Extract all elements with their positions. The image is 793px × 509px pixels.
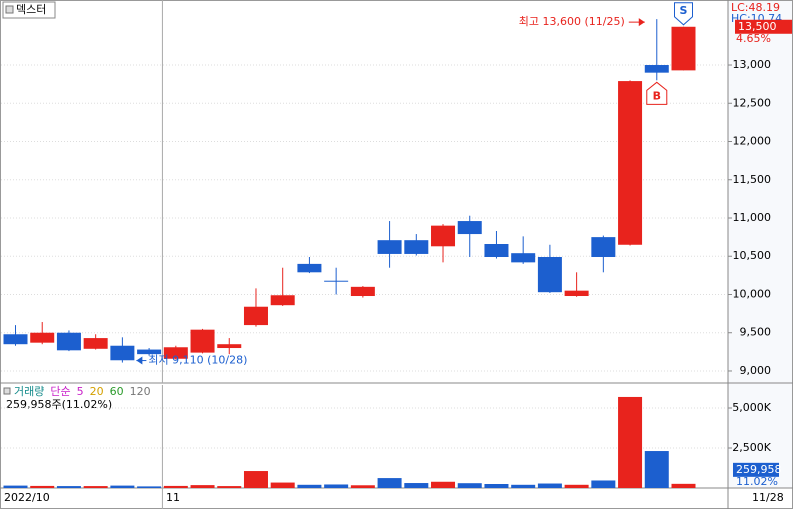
volume-bar [618, 396, 643, 488]
volume-bar [484, 483, 509, 488]
chart-title: 덱스터 [16, 3, 46, 16]
volume-bar [83, 486, 108, 488]
volume-bar [457, 483, 482, 488]
last-volume-label: 259,958 [736, 463, 782, 476]
legend-entry: 60 [110, 385, 124, 398]
candle-body [564, 290, 589, 297]
volume-bar [431, 481, 456, 488]
y-tick-label: 11,500 [733, 173, 772, 186]
y-tick-label: 10,000 [733, 287, 772, 300]
candle-body [190, 329, 215, 353]
right-axis-bg [728, 1, 792, 488]
volume-bar [537, 483, 562, 488]
candle-body [3, 334, 28, 345]
volume-icon [3, 387, 11, 395]
candle-body [591, 237, 616, 258]
candle-body [270, 295, 295, 306]
y-tick-label: 9,500 [740, 326, 772, 339]
y-tick-label: 12,000 [733, 135, 772, 148]
y-tick-label: 5,000K [732, 401, 771, 414]
last-value-label: 13,500 [738, 20, 777, 33]
x-tick-label: 11 [166, 491, 180, 504]
title-icon [5, 5, 14, 14]
candle-body [511, 253, 536, 263]
y-tick-label: 11,000 [733, 211, 772, 224]
volume-info: 259,958주(11.02%) [6, 398, 112, 411]
y-tick-label: 9,000 [740, 364, 772, 377]
candle-body [83, 338, 108, 349]
volume-bar [350, 485, 375, 488]
low-annotation: 최저 9,110 (10/28) [148, 354, 247, 367]
legend-entry: 5 [77, 385, 84, 398]
high-annotation: 최고 13,600 (11/25) [519, 15, 625, 28]
volume-bar [324, 484, 349, 488]
volume-bar [56, 486, 81, 488]
candle-body [163, 347, 188, 359]
volume-bar [110, 485, 135, 488]
volume-bar [644, 451, 669, 488]
candle-body [110, 345, 135, 361]
candle-body [377, 240, 402, 254]
last-volume-box [733, 462, 779, 477]
last-value-box [735, 19, 792, 34]
candle-body [537, 257, 562, 293]
title-box [2, 1, 56, 19]
volume-bar [591, 480, 616, 488]
volume-bar [511, 484, 536, 488]
candle-body [217, 344, 242, 349]
volume-bar [217, 486, 242, 488]
volume-bar [137, 486, 162, 488]
candle-body [297, 263, 322, 273]
candle-body [324, 280, 349, 282]
volume-change-label: 11.02% [736, 475, 778, 488]
candle-body [431, 225, 456, 247]
annotation-arrowhead [638, 18, 645, 27]
y-tick-label: 12,500 [733, 96, 772, 109]
candle-body [243, 306, 268, 326]
candle-body [618, 81, 643, 245]
volume-bar [163, 485, 188, 488]
candle-body [457, 221, 482, 235]
candle-body [30, 332, 55, 343]
candle-body [644, 65, 669, 73]
legend-entry: 120 [130, 385, 151, 398]
candle-body [484, 244, 509, 258]
buy-marker [646, 81, 668, 105]
legend-entry: 거래량 [14, 385, 44, 398]
volume-bar [671, 483, 696, 488]
candle-body [350, 286, 375, 297]
legend-entry: 단순 [50, 385, 70, 398]
volume-bar [564, 484, 589, 488]
volume-bar [404, 483, 429, 488]
legend-entry: 20 [90, 385, 104, 398]
volume-bar [377, 478, 402, 488]
candle-body [671, 26, 696, 71]
x-tick-label: 2022/10 [4, 491, 50, 504]
volume-bar [3, 485, 28, 488]
y-tick-label: 10,500 [733, 249, 772, 262]
volume-bar [30, 485, 55, 488]
volume-bar [243, 471, 268, 488]
change-label: 4.65% [736, 32, 771, 45]
sell-marker [674, 2, 693, 26]
volume-bar [270, 482, 295, 488]
candle-body [137, 349, 162, 355]
lc-label: LC:48.19 [731, 1, 780, 14]
volume-bar [297, 484, 322, 488]
y-tick-label: 13,000 [733, 58, 772, 71]
volume-bar [190, 485, 215, 488]
candle-body [56, 332, 81, 351]
buy-signal: B [653, 89, 661, 102]
y-tick-label: 2,500K [732, 441, 771, 454]
x-end-label: 11/28 [752, 491, 784, 504]
sell-signal: S [680, 4, 688, 17]
candle-body [404, 240, 429, 254]
